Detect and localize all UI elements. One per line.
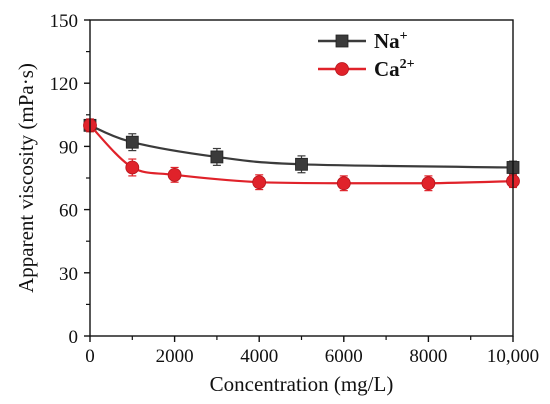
data-point <box>252 175 267 190</box>
y-axis-title: Apparent viscosity (mPa·s) <box>14 63 38 293</box>
x-tick-label: 10,000 <box>487 346 539 367</box>
x-tick-label: 8000 <box>409 346 447 367</box>
plot-layer <box>83 118 520 192</box>
data-point <box>125 160 140 175</box>
x-tick-label: 4000 <box>240 346 278 367</box>
y-tick-label: 60 <box>59 201 78 222</box>
y-tick-label: 90 <box>59 137 78 158</box>
data-point <box>210 150 224 164</box>
legend-item: Na+ <box>318 29 408 53</box>
legend: Na+ Ca2+ <box>318 29 415 81</box>
legend-label: Ca2+ <box>374 57 415 81</box>
x-tick-label: 6000 <box>325 346 363 367</box>
plot-frame <box>89 19 514 337</box>
legend-label: Na+ <box>374 29 408 53</box>
ticks-layer: 0 2000 4000 6000 8000 10,000 0 30 60 90 120 150 <box>50 11 540 367</box>
y-tick-label: 150 <box>50 11 79 32</box>
legend-marker <box>335 62 349 76</box>
data-point <box>167 167 182 182</box>
data-point <box>421 176 436 191</box>
x-tick-label: 0 <box>85 346 95 367</box>
data-point <box>336 176 351 191</box>
data-point <box>295 157 308 171</box>
y-tick-label: 120 <box>50 74 79 95</box>
axes-layer <box>89 19 514 337</box>
x-axis-title: Concentration (mg/L) <box>210 372 394 396</box>
data-point <box>125 135 139 149</box>
x-tick-label: 2000 <box>156 346 194 367</box>
series-line-1 <box>89 124 514 185</box>
y-tick-label: 30 <box>59 264 78 285</box>
legend-marker <box>335 34 349 48</box>
y-tick-label: 0 <box>69 327 79 348</box>
legend-item: Ca2+ <box>318 57 415 81</box>
